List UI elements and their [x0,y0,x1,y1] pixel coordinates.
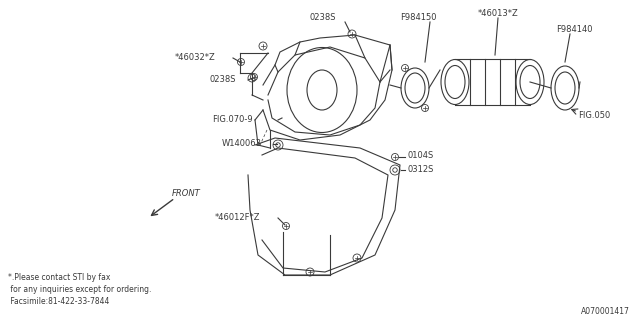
Text: F984150: F984150 [400,13,436,22]
Text: *46032*Z: *46032*Z [175,53,216,62]
Text: 0312S: 0312S [407,165,433,174]
Text: W140063: W140063 [222,140,262,148]
Text: F984140: F984140 [556,26,593,35]
Text: Facsimile:81-422-33-7844: Facsimile:81-422-33-7844 [8,298,109,307]
Text: FIG.050: FIG.050 [578,110,611,119]
Text: A070001417: A070001417 [581,308,630,316]
Text: *.Please contact STI by fax: *.Please contact STI by fax [8,274,110,283]
Text: *46012F*Z: *46012F*Z [215,213,260,222]
Text: 0238S: 0238S [310,13,337,22]
Text: FRONT: FRONT [172,188,201,197]
Text: 0104S: 0104S [407,150,433,159]
Text: for any inquiries except for ordering.: for any inquiries except for ordering. [8,285,152,294]
Text: 0238S: 0238S [210,76,237,84]
Text: FIG.070-9: FIG.070-9 [212,116,253,124]
Text: *46013*Z: *46013*Z [478,10,519,19]
